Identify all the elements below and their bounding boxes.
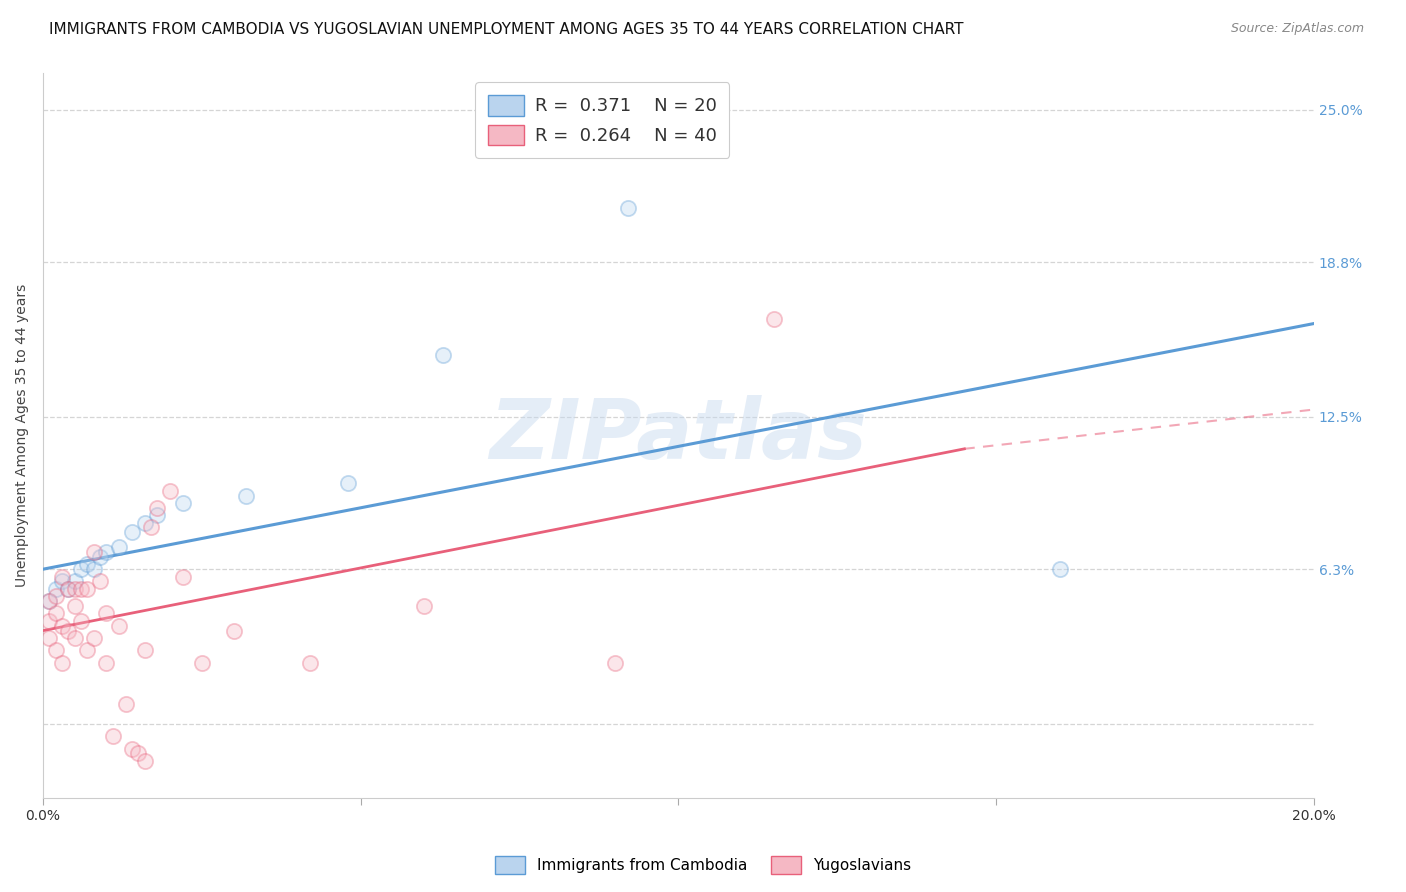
Point: [413, 599, 436, 613]
Point: [121, 741, 143, 756]
Point: [172, 496, 194, 510]
Point: [108, 540, 131, 554]
Text: ZIPatlas: ZIPatlas: [489, 395, 868, 475]
Point: [101, 729, 124, 743]
Point: [45, 643, 67, 657]
Point: [38, 631, 60, 645]
Point: [222, 624, 245, 638]
Point: [63, 631, 86, 645]
Point: [63, 582, 86, 596]
Point: [235, 489, 257, 503]
Point: [134, 643, 156, 657]
Point: [38, 594, 60, 608]
Point: [51, 656, 73, 670]
Point: [45, 607, 67, 621]
Point: [76, 643, 98, 657]
Point: [336, 476, 359, 491]
Point: [58, 582, 80, 596]
Point: [51, 569, 73, 583]
Point: [89, 574, 111, 589]
Point: [616, 201, 638, 215]
Point: [762, 311, 785, 326]
Legend: R =  0.371    N = 20, R =  0.264    N = 40: R = 0.371 N = 20, R = 0.264 N = 40: [475, 82, 730, 158]
Point: [38, 614, 60, 628]
Point: [121, 525, 143, 540]
Point: [96, 656, 118, 670]
Point: [108, 618, 131, 632]
Point: [96, 607, 118, 621]
Point: [146, 508, 169, 523]
Point: [172, 569, 194, 583]
Point: [432, 349, 454, 363]
Point: [603, 656, 626, 670]
Point: [1049, 562, 1071, 576]
Y-axis label: Unemployment Among Ages 35 to 44 years: Unemployment Among Ages 35 to 44 years: [15, 284, 30, 587]
Point: [70, 582, 93, 596]
Point: [139, 520, 162, 534]
Point: [83, 631, 105, 645]
Point: [63, 574, 86, 589]
Point: [134, 754, 156, 768]
Point: [58, 582, 80, 596]
Point: [51, 574, 73, 589]
Point: [63, 599, 86, 613]
Point: [70, 614, 93, 628]
Text: Source: ZipAtlas.com: Source: ZipAtlas.com: [1230, 22, 1364, 36]
Point: [191, 656, 214, 670]
Point: [127, 747, 149, 761]
Point: [76, 558, 98, 572]
Point: [38, 594, 60, 608]
Point: [45, 582, 67, 596]
Text: IMMIGRANTS FROM CAMBODIA VS YUGOSLAVIAN UNEMPLOYMENT AMONG AGES 35 TO 44 YEARS C: IMMIGRANTS FROM CAMBODIA VS YUGOSLAVIAN …: [49, 22, 963, 37]
Point: [83, 545, 105, 559]
Point: [51, 618, 73, 632]
Point: [114, 698, 136, 712]
Point: [146, 500, 169, 515]
Point: [45, 589, 67, 603]
Point: [58, 624, 80, 638]
Point: [83, 562, 105, 576]
Point: [159, 483, 181, 498]
Point: [70, 562, 93, 576]
Point: [76, 582, 98, 596]
Point: [96, 545, 118, 559]
Point: [298, 656, 321, 670]
Legend: Immigrants from Cambodia, Yugoslavians: Immigrants from Cambodia, Yugoslavians: [488, 850, 918, 880]
Point: [89, 549, 111, 564]
Point: [134, 516, 156, 530]
